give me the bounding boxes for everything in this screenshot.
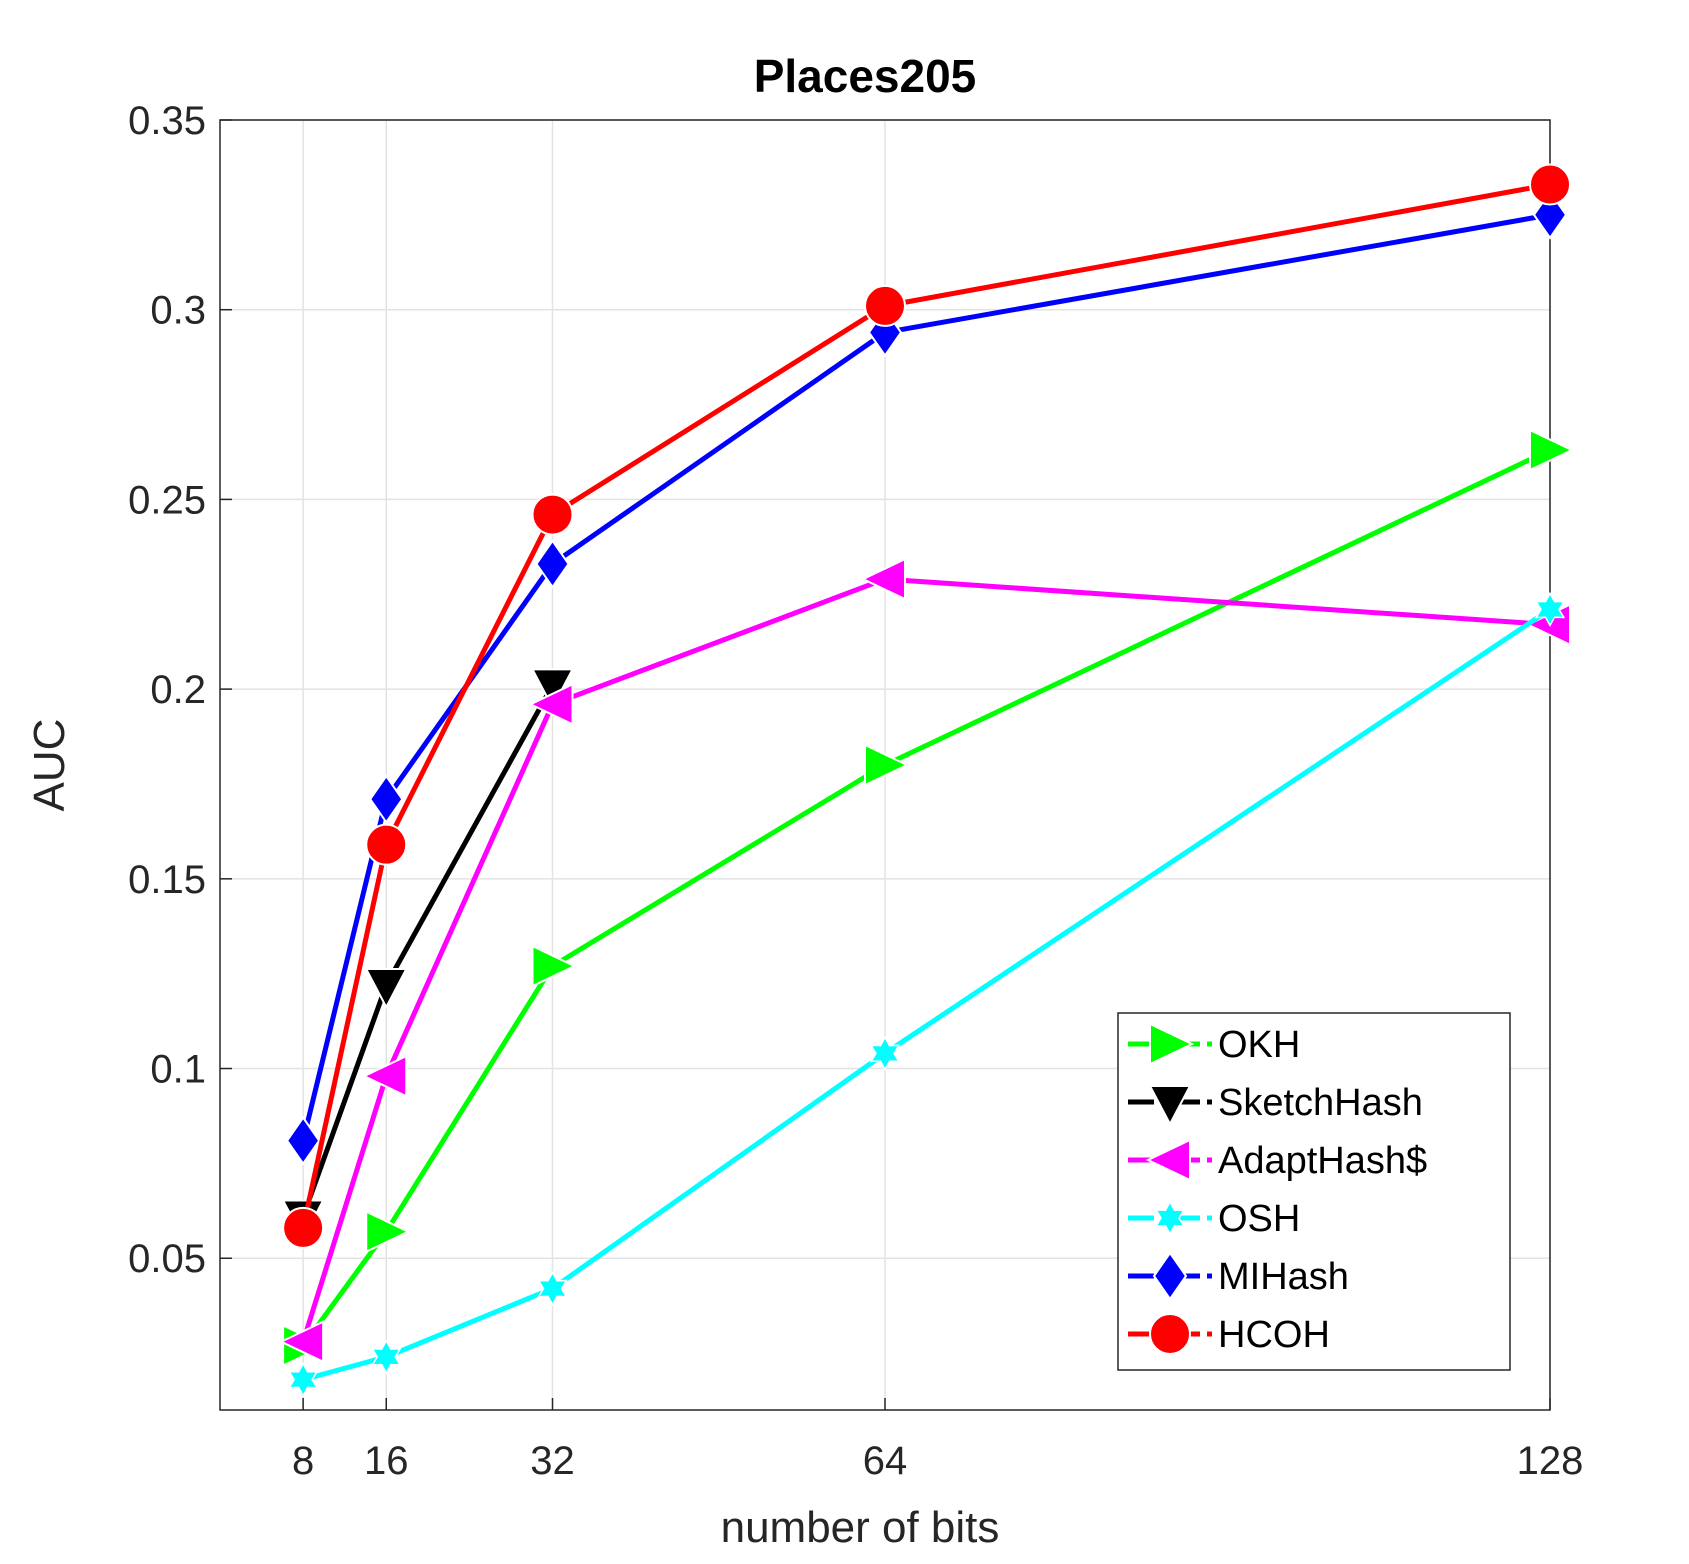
legend-marker: [1152, 1251, 1188, 1301]
data-point: [1529, 428, 1575, 472]
legend-label: AdaptHash$: [1218, 1140, 1427, 1182]
legend-entry: MIHash: [1128, 1251, 1349, 1301]
legend-marker: [1149, 1313, 1191, 1355]
data-point: [869, 1035, 901, 1071]
data-point: [1534, 591, 1566, 628]
data-point: [531, 944, 577, 988]
x-axis-label: number of bits: [721, 1503, 1000, 1552]
data-point: [365, 1210, 411, 1254]
data-point: [1529, 163, 1571, 206]
chart-title: Places205: [754, 50, 977, 102]
data-point: [531, 493, 574, 536]
x-tick-label: 8: [292, 1439, 314, 1483]
data-point: [371, 1339, 402, 1375]
data-point: [864, 284, 906, 327]
y-tick-label: 0.2: [150, 668, 206, 712]
legend-entry: HCOH: [1128, 1313, 1330, 1356]
legend-box: [1117, 1012, 1511, 1371]
legend-entry: OSH: [1128, 1198, 1300, 1240]
data-point: [365, 823, 408, 866]
data-point: [285, 1115, 321, 1166]
y-tick-label: 0.15: [128, 858, 206, 902]
x-tick-label: 64: [863, 1439, 908, 1483]
legend-label: OKH: [1218, 1024, 1300, 1066]
series-line: [300, 212, 1551, 1142]
y-axis: 0.05 0.1 0.15 0.2 0.25 0.3 0.35: [128, 99, 232, 1281]
legend-label: OSH: [1218, 1198, 1300, 1240]
data-point: [364, 968, 408, 1010]
data-point: [369, 774, 404, 824]
legend-entry: OKH: [1128, 1022, 1300, 1066]
legend: OKH SketchHash AdaptHash$ OSH MIHash HCOH: [1117, 1012, 1511, 1371]
data-point: [278, 1320, 325, 1364]
y-tick-label: 0.25: [128, 478, 206, 522]
series-hcoh: [282, 163, 1571, 1249]
series-osh: [287, 591, 1566, 1398]
legend-label: MIHash: [1218, 1256, 1349, 1298]
y-tick-label: 0.35: [128, 99, 206, 143]
legend-marker: [1145, 1138, 1191, 1182]
data-point: [860, 557, 906, 601]
legend-label: SketchHash: [1218, 1082, 1423, 1124]
data-point: [528, 682, 574, 726]
x-tick-label: 16: [364, 1439, 409, 1483]
data-point: [282, 1206, 325, 1249]
data-point: [535, 539, 570, 589]
x-axis: 8 16 32 64 128: [292, 1398, 1583, 1483]
x-tick-label: 32: [530, 1439, 575, 1483]
y-axis-label: AUC: [25, 719, 74, 812]
y-tick-label: 0.05: [128, 1237, 206, 1281]
legend-marker: [1148, 1085, 1192, 1127]
legend-entry: AdaptHash$: [1128, 1138, 1427, 1182]
data-point: [864, 743, 910, 787]
legend-marker: [1149, 1022, 1195, 1066]
y-tick-label: 0.3: [150, 289, 206, 333]
legend-label: HCOH: [1218, 1314, 1330, 1356]
y-tick-label: 0.1: [150, 1048, 206, 1092]
legend-entry: SketchHash: [1128, 1082, 1423, 1127]
series: [278, 163, 1575, 1398]
data-point: [287, 1362, 319, 1398]
legend-marker: [1154, 1200, 1186, 1236]
data-point: [537, 1271, 568, 1307]
x-tick-label: 128: [1517, 1439, 1584, 1483]
data-point: [361, 1054, 408, 1098]
